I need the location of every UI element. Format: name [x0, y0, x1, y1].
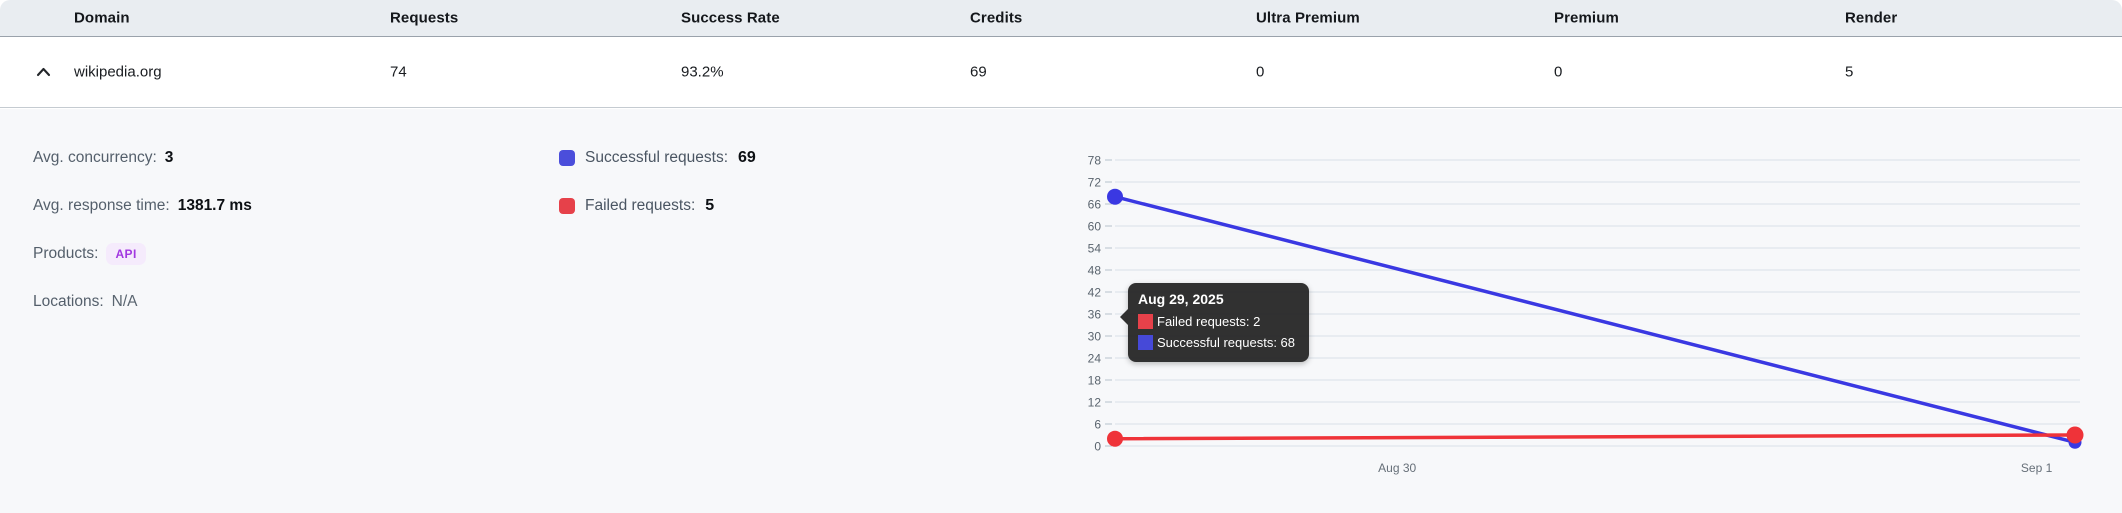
legend-item-failed: Failed requests: 5 [559, 192, 714, 220]
table-header: Domain Requests Success Rate Credits Ult… [0, 0, 2122, 37]
legend-label: Failed requests: [585, 196, 696, 214]
column-header-render: Render [1845, 9, 1898, 27]
failed-requests-swatch [559, 197, 575, 214]
tooltip-successful-swatch [1138, 334, 1153, 350]
svg-text:36: 36 [1088, 307, 1102, 321]
table-row[interactable]: wikipedia.org 74 93.2% 69 0 0 5 [0, 37, 2122, 108]
tooltip-date: Aug 29, 2025 [1138, 290, 1224, 307]
requests-line-chart[interactable]: 0 6 12 18 24 30 36 42 48 54 60 66 72 78 Aug 30 Sep 1 Au… [1075, 146, 2090, 491]
detail-avg-concurrency: Avg. concurrency: 3 [33, 144, 173, 172]
column-header-requests: Requests [390, 9, 459, 27]
svg-text:54: 54 [1088, 241, 1102, 255]
cell-render: 5 [1845, 63, 1854, 81]
svg-text:12: 12 [1088, 395, 1102, 409]
column-header-credits: Credits [970, 9, 1023, 27]
cell-requests: 74 [390, 63, 407, 81]
collapse-row-button[interactable] [28, 57, 58, 87]
svg-text:60: 60 [1088, 219, 1102, 233]
product-badge-api: API [106, 242, 146, 265]
legend-item-successful: Successful requests: 69 [559, 144, 756, 172]
detail-label: Avg. concurrency: [33, 148, 157, 166]
chevron-up-icon [36, 67, 50, 77]
svg-text:0: 0 [1094, 439, 1101, 453]
tooltip-row-failed: Failed requests: 2 [1138, 311, 1295, 332]
cell-credits: 69 [970, 63, 987, 81]
column-header-premium: Premium [1554, 9, 1619, 27]
svg-text:42: 42 [1088, 285, 1102, 299]
detail-avg-response-time: Avg. response time: 1381.7 ms [33, 192, 252, 220]
svg-text:24: 24 [1088, 351, 1102, 365]
legend-value: 5 [705, 196, 715, 214]
tooltip-failed-swatch [1138, 313, 1153, 329]
column-header-ultra-premium: Ultra Premium [1256, 9, 1360, 27]
detail-products: Products: API [33, 240, 146, 268]
svg-text:18: 18 [1088, 373, 1102, 387]
svg-text:72: 72 [1088, 175, 1102, 189]
cell-domain: wikipedia.org [74, 63, 162, 81]
legend-label: Successful requests: [585, 148, 729, 166]
cell-premium: 0 [1554, 63, 1563, 81]
tooltip-text: Successful requests: 68 [1157, 334, 1296, 350]
detail-value: 1381.7 ms [177, 196, 252, 214]
svg-text:6: 6 [1094, 417, 1101, 431]
column-header-success-rate: Success Rate [681, 9, 780, 27]
detail-label: Avg. response time: [33, 196, 170, 214]
column-header-domain: Domain [74, 9, 130, 27]
detail-label: Products: [33, 244, 99, 262]
detail-label: Locations: [33, 292, 104, 310]
detail-locations: Locations: N/A [33, 288, 138, 316]
chart-canvas[interactable]: 0 6 12 18 24 30 36 42 48 54 60 66 72 78 Aug 30 Sep 1 [1075, 146, 2090, 491]
svg-text:78: 78 [1088, 153, 1102, 167]
expanded-details-section: Avg. concurrency: 3 Avg. response time: … [0, 108, 2122, 513]
detail-value: 3 [164, 148, 174, 166]
cell-ultra-premium: 0 [1256, 63, 1265, 81]
successful-requests-swatch [559, 149, 575, 166]
detail-value: N/A [111, 292, 138, 310]
svg-text:30: 30 [1088, 329, 1102, 343]
chart-tooltip: Aug 29, 2025 Failed requests: 2 Successf… [1119, 282, 1310, 362]
svg-text:66: 66 [1088, 197, 1102, 211]
tooltip-row-successful: Successful requests: 68 [1138, 332, 1295, 353]
svg-text:48: 48 [1088, 263, 1102, 277]
cell-success-rate: 93.2% [681, 63, 724, 81]
svg-text:Aug 30: Aug 30 [1378, 461, 1416, 475]
svg-text:Sep 1: Sep 1 [2021, 461, 2053, 475]
tooltip-text: Failed requests: 2 [1157, 313, 1261, 329]
legend-value: 69 [738, 148, 756, 166]
